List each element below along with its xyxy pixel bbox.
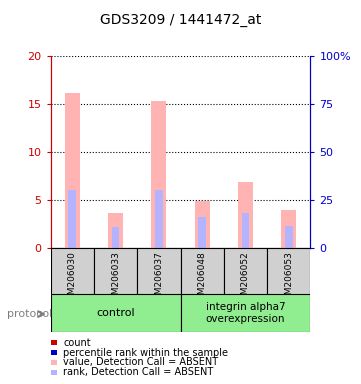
Bar	[137, 248, 180, 294]
Text: GSM206030: GSM206030	[68, 252, 77, 306]
Bar	[224, 248, 267, 294]
Bar	[151, 101, 166, 248]
Bar	[267, 248, 310, 294]
Bar	[198, 217, 206, 248]
Bar	[195, 200, 210, 248]
Bar	[94, 248, 137, 294]
Text: value, Detection Call = ABSENT: value, Detection Call = ABSENT	[63, 358, 218, 367]
Bar	[51, 370, 57, 375]
Text: GSM206033: GSM206033	[111, 252, 120, 306]
Bar	[108, 213, 123, 248]
Text: integrin alpha7
overexpression: integrin alpha7 overexpression	[206, 302, 285, 324]
Bar	[68, 190, 76, 248]
Bar	[180, 248, 224, 294]
Text: GSM206048: GSM206048	[198, 252, 206, 306]
Bar	[51, 360, 57, 365]
Bar	[180, 294, 310, 332]
Text: GSM206052: GSM206052	[241, 252, 250, 306]
Text: GDS3209 / 1441472_at: GDS3209 / 1441472_at	[100, 13, 261, 27]
Text: rank, Detection Call = ABSENT: rank, Detection Call = ABSENT	[63, 367, 213, 377]
Bar	[238, 182, 253, 248]
Bar	[155, 190, 163, 248]
Text: percentile rank within the sample: percentile rank within the sample	[63, 348, 228, 358]
Text: count: count	[63, 338, 91, 348]
Bar	[65, 93, 80, 248]
Bar	[51, 340, 57, 345]
Text: protocol: protocol	[7, 309, 52, 319]
Bar	[51, 350, 57, 355]
Text: control: control	[96, 308, 135, 318]
Text: GSM206037: GSM206037	[155, 252, 163, 306]
Bar	[51, 294, 180, 332]
Text: GSM206053: GSM206053	[284, 252, 293, 306]
Bar	[242, 213, 249, 248]
Bar	[281, 210, 296, 248]
Bar	[285, 226, 293, 248]
Bar	[112, 227, 119, 248]
Bar	[51, 248, 94, 294]
